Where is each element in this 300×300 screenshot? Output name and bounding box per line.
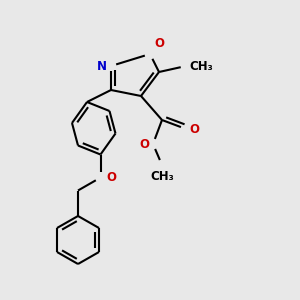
Text: O: O	[106, 171, 116, 184]
Text: CH₃: CH₃	[190, 59, 213, 73]
Text: N: N	[97, 59, 106, 73]
Text: O: O	[154, 38, 164, 50]
Text: CH₃: CH₃	[150, 170, 174, 183]
Text: O: O	[140, 137, 149, 151]
Text: O: O	[190, 122, 200, 136]
